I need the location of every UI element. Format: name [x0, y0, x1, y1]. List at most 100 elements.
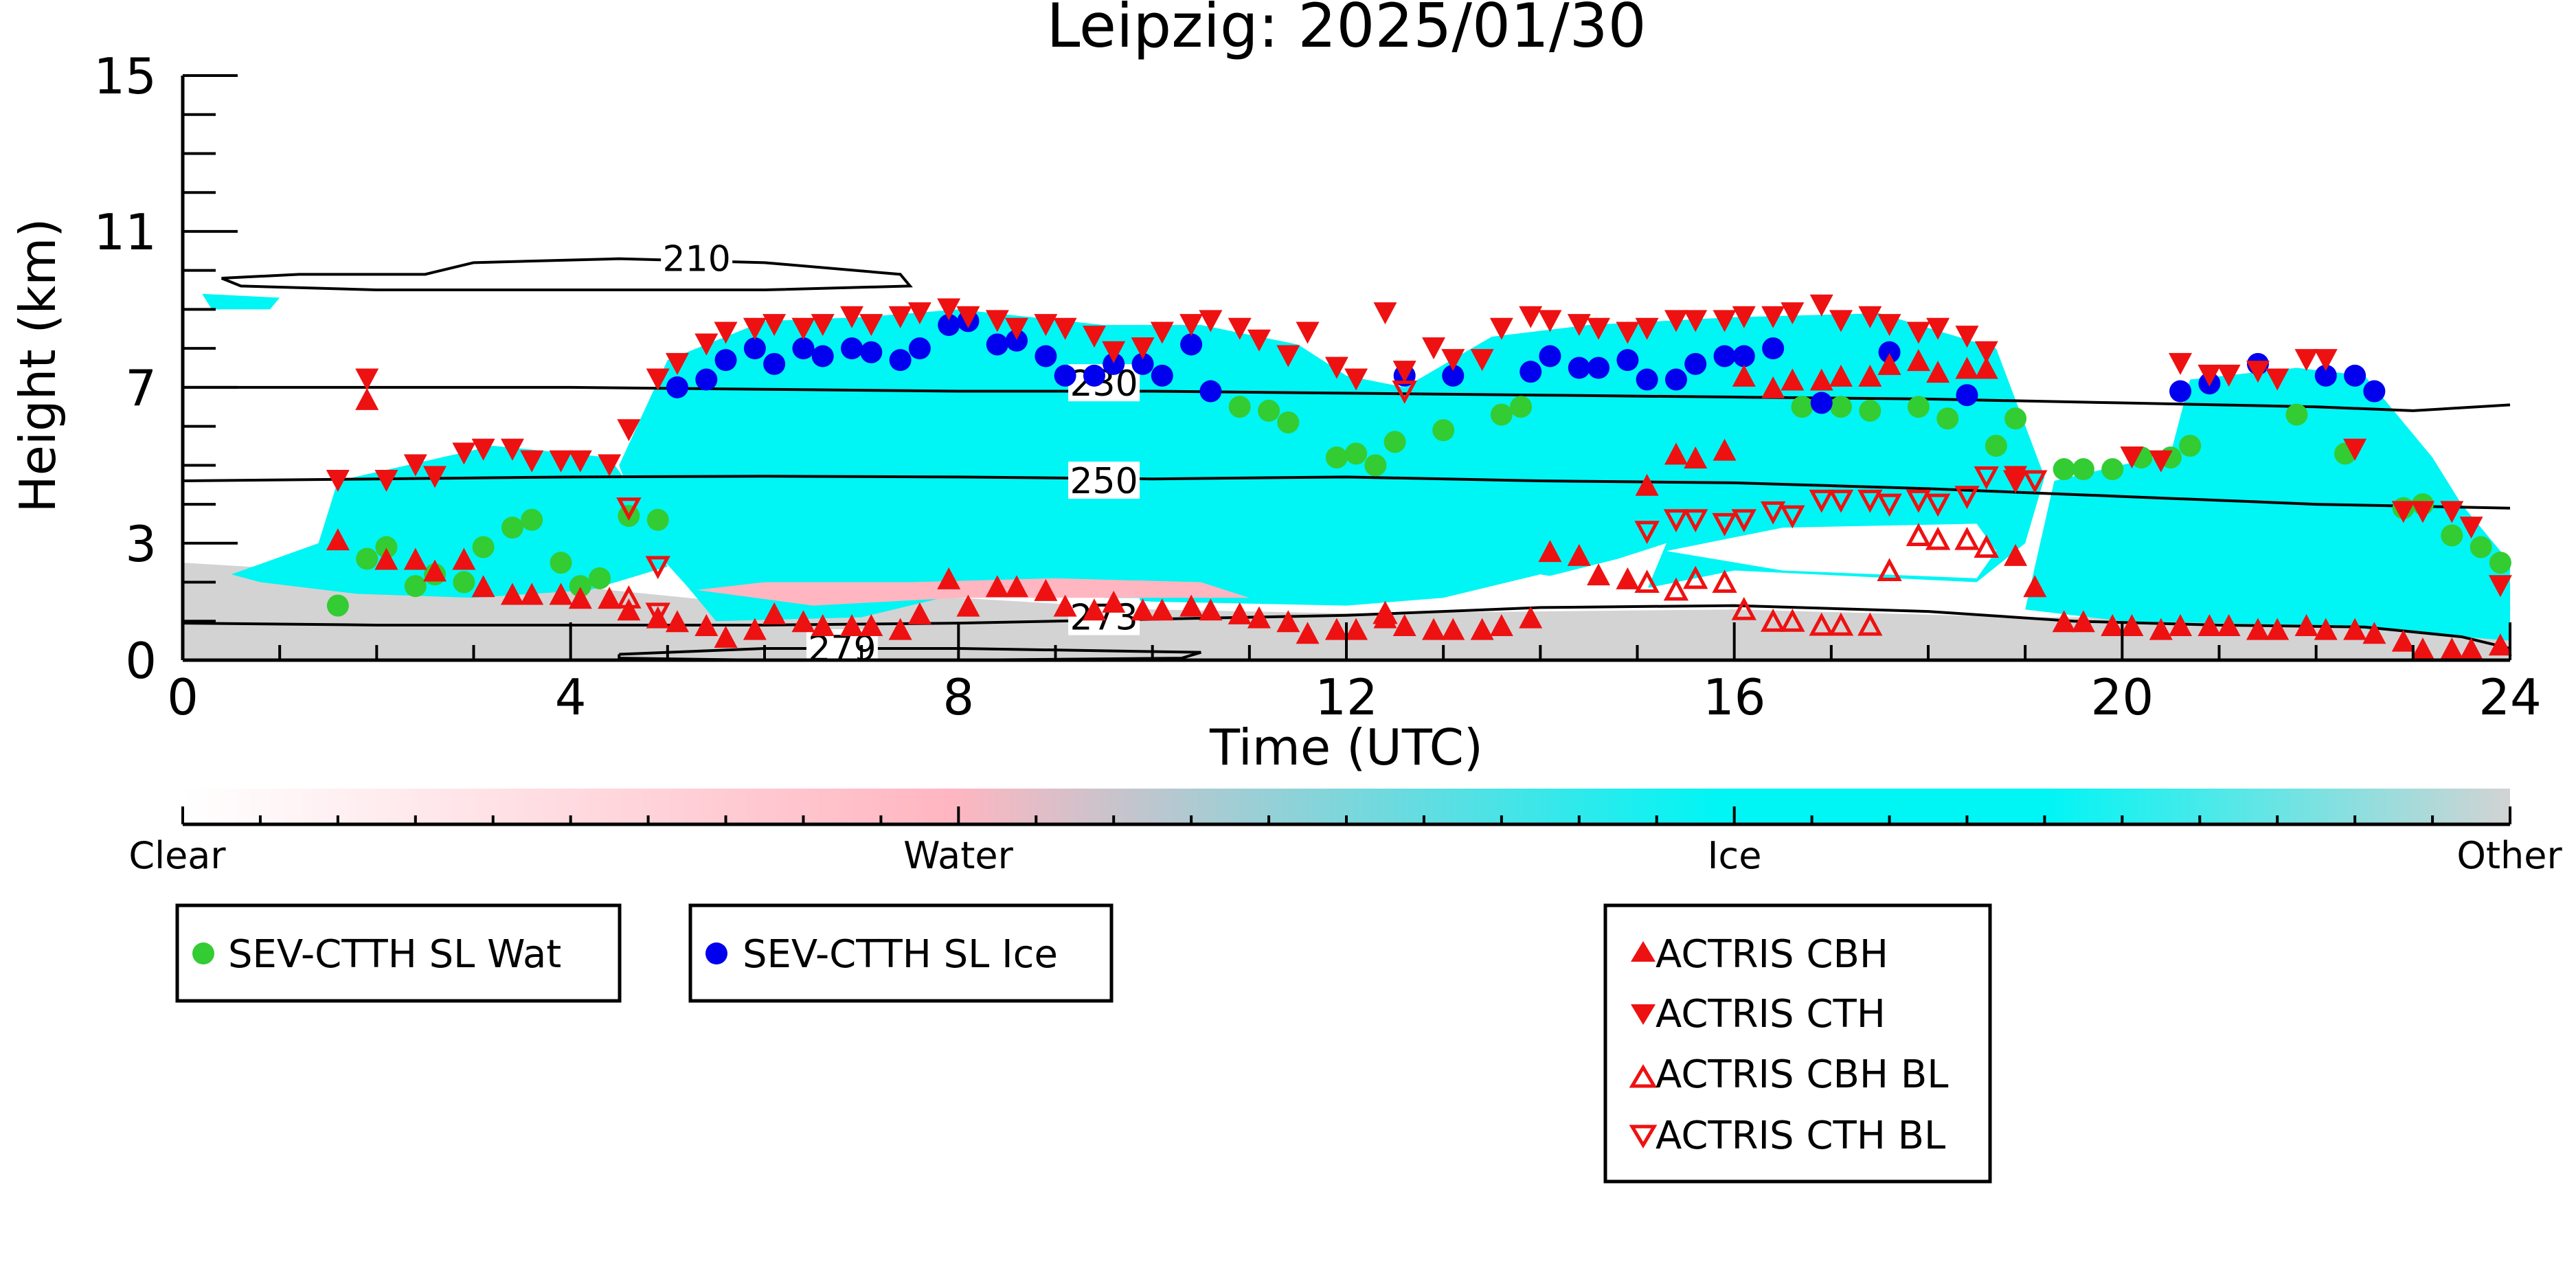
point-actris-cth	[2314, 349, 2338, 372]
point-sev-ctth-sl-wat	[1829, 396, 1852, 418]
point-actris-cbh	[859, 613, 883, 636]
y-tick-label: 15	[93, 47, 157, 105]
point-actris-cbh	[1974, 357, 1998, 379]
cloud-class-colorbar: Clear Water Ice Other	[128, 789, 2562, 877]
point-actris-cbh	[1053, 594, 1077, 617]
point-actris-cbh	[1732, 364, 1756, 387]
point-actris-cbh	[2391, 629, 2415, 652]
x-tick-label: 0	[167, 668, 199, 726]
point-sev-ctth-sl-wat	[1859, 399, 1882, 422]
point-actris-cbh-bl	[1372, 600, 1398, 624]
point-sev-ctth-sl-wat	[1510, 396, 1533, 418]
point-actris-cbh-bl	[1925, 526, 1951, 550]
point-sev-ctth-sl-wat	[1791, 396, 1814, 418]
point-actris-cth	[2217, 364, 2241, 387]
point-actris-cth	[1296, 321, 1320, 344]
point-actris-cbh	[2362, 622, 2386, 644]
point-actris-cbh	[888, 618, 912, 640]
point-actris-cth-bl	[1877, 493, 1902, 517]
point-actris-cbh	[355, 387, 379, 410]
point-sev-ctth-sl-wat	[2053, 458, 2075, 481]
point-actris-cth-bl	[645, 556, 670, 580]
contour-label-bg	[1068, 462, 1140, 499]
point-sev-ctth-sl-wat	[2179, 434, 2202, 457]
point-actris-cth	[791, 317, 815, 340]
y-tick-label: 11	[93, 203, 157, 261]
point-sev-ctth-sl-wat	[501, 517, 523, 539]
x-tick-label: 16	[1703, 668, 1766, 726]
point-actris-cth	[1228, 317, 1252, 340]
point-actris-cbh	[1713, 438, 1737, 461]
point-actris-cbh	[1761, 376, 1785, 398]
point-actris-cbh	[1858, 364, 1882, 387]
point-actris-cbh	[1324, 618, 1348, 640]
point-actris-cth	[1082, 326, 1106, 348]
point-actris-cbh	[2440, 637, 2464, 659]
contour-label-bg	[661, 239, 733, 277]
point-actris-cbh	[2246, 618, 2270, 640]
point-sev-ctth-sl-ice	[1568, 357, 1590, 379]
point-sev-ctth-sl-wat	[1277, 411, 1300, 433]
point-actris-cbh	[1519, 606, 1543, 629]
ice-region	[202, 293, 280, 310]
point-actris-cbh	[1635, 473, 1659, 496]
point-sev-ctth-sl-ice	[666, 376, 688, 398]
point-actris-cth-bl	[1731, 509, 1756, 533]
point-sev-ctth-sl-ice	[1083, 364, 1105, 387]
point-actris-cth	[1324, 357, 1348, 379]
point-actris-cbh	[1926, 361, 1950, 383]
point-actris-cbh	[549, 583, 573, 605]
point-actris-cth	[859, 314, 883, 337]
point-actris-cbh	[2101, 613, 2125, 636]
contour-line-230	[183, 385, 2511, 412]
point-actris-cth-bl	[616, 497, 642, 521]
point-actris-cbh	[2004, 543, 2028, 566]
point-actris-cth	[1276, 345, 1300, 368]
point-actris-cbh	[452, 547, 476, 570]
point-actris-cth-bl	[1760, 501, 1786, 525]
point-actris-cth	[355, 368, 379, 391]
point-sev-ctth-sl-ice	[2363, 380, 2386, 403]
point-actris-cth	[1829, 310, 1853, 332]
point-actris-cbh	[471, 575, 495, 598]
point-sev-ctth-sl-wat	[2441, 524, 2463, 547]
point-actris-cbh	[646, 606, 670, 629]
point-actris-cth	[1344, 368, 1368, 391]
point-actris-cth	[714, 321, 738, 344]
point-sev-ctth-sl-ice	[1151, 364, 1173, 387]
point-actris-cth	[665, 352, 689, 375]
point-actris-cth	[1005, 317, 1029, 340]
y-axis-label: Height (km)	[9, 218, 67, 513]
point-actris-cth	[762, 314, 787, 337]
point-sev-ctth-sl-ice	[792, 337, 815, 360]
point-sev-ctth-sl-ice	[1054, 364, 1076, 387]
x-axis-label: Time (UTC)	[1209, 719, 1483, 776]
legend-entry-actris-cth: ACTRIS CTH	[1656, 992, 1886, 1037]
point-actris-cth	[1199, 310, 1223, 332]
point-actris-cth	[1489, 317, 1513, 340]
point-actris-cbh	[2149, 618, 2173, 640]
point-actris-cth	[1906, 321, 1930, 344]
point-actris-cbh-bl	[1954, 526, 1980, 550]
point-actris-cth-bl	[645, 602, 670, 626]
point-actris-cbh	[598, 587, 622, 609]
point-actris-cbh	[1422, 618, 1446, 640]
point-sev-ctth-sl-ice	[714, 349, 737, 372]
point-sev-ctth-sl-ice	[1684, 352, 1707, 375]
other-region	[183, 563, 2510, 660]
point-actris-cbh	[1082, 598, 1106, 621]
point-sev-ctth-sl-ice	[889, 349, 912, 372]
point-actris-cth	[1858, 306, 1882, 328]
point-sev-ctth-sl-wat	[550, 552, 572, 574]
point-sev-ctth-sl-ice	[1762, 337, 1785, 360]
point-actris-cth-bl	[1906, 489, 1932, 513]
point-sev-ctth-sl-ice	[763, 352, 786, 375]
point-actris-cth-bl	[1780, 505, 1805, 529]
point-actris-cbh	[811, 613, 835, 636]
point-sev-ctth-sl-wat	[2489, 552, 2511, 574]
water-region	[697, 578, 1250, 606]
point-actris-cbh	[1567, 543, 1591, 566]
point-actris-cbh	[1877, 352, 1901, 375]
point-actris-cbh	[2217, 613, 2241, 636]
point-actris-cth	[1955, 326, 1979, 348]
